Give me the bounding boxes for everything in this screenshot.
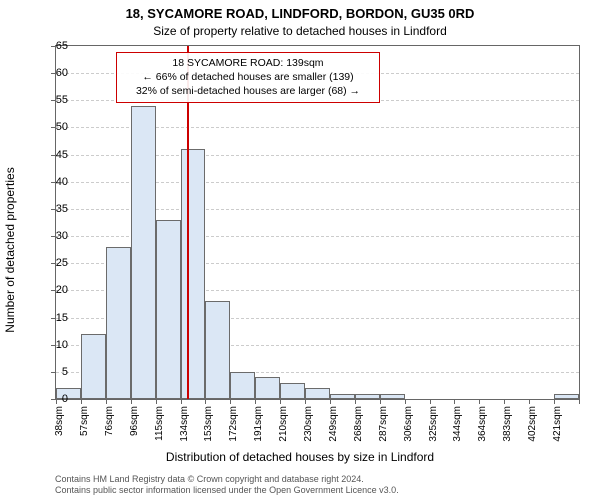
x-tick: [454, 399, 455, 404]
histogram-bar: [554, 394, 579, 399]
y-tick-label: 55: [56, 94, 68, 106]
y-tick-label: 35: [56, 203, 68, 215]
x-tick: [330, 399, 331, 404]
x-tick-label: 421sqm: [552, 406, 563, 456]
chart-title-sub: Size of property relative to detached ho…: [0, 24, 600, 38]
histogram-bar: [380, 394, 405, 399]
annotation-line: ← 66% of detached houses are smaller (13…: [123, 70, 373, 84]
credits-line-1: Contains HM Land Registry data © Crown c…: [55, 474, 399, 485]
credits-line-2: Contains public sector information licen…: [55, 485, 399, 496]
x-tick: [529, 399, 530, 404]
x-tick-label: 325sqm: [428, 406, 439, 456]
histogram-bar: [330, 394, 355, 399]
x-tick-label: 134sqm: [179, 406, 190, 456]
annotation-line: 18 SYCAMORE ROAD: 139sqm: [123, 56, 373, 70]
x-tick: [205, 399, 206, 404]
x-tick: [280, 399, 281, 404]
y-tick-label: 0: [62, 393, 68, 405]
x-tick: [230, 399, 231, 404]
x-tick: [554, 399, 555, 404]
x-tick-label: 364sqm: [477, 406, 488, 456]
x-tick-label: 38sqm: [54, 406, 65, 456]
histogram-bar: [280, 383, 305, 399]
y-tick-label: 50: [56, 121, 68, 133]
x-tick-label: 96sqm: [129, 406, 140, 456]
histogram-bar: [56, 388, 81, 399]
y-tick-label: 60: [56, 67, 68, 79]
histogram-bar: [230, 372, 255, 399]
x-tick-label: 115sqm: [154, 406, 165, 456]
x-tick: [305, 399, 306, 404]
x-tick-label: 210sqm: [278, 406, 289, 456]
histogram-bar: [181, 149, 206, 399]
x-tick-label: 230sqm: [303, 406, 314, 456]
plot-area: 18 SYCAMORE ROAD: 139sqm← 66% of detache…: [55, 45, 580, 400]
y-tick-label: 25: [56, 257, 68, 269]
annotation-box: 18 SYCAMORE ROAD: 139sqm← 66% of detache…: [116, 52, 380, 103]
x-tick: [380, 399, 381, 404]
x-tick: [405, 399, 406, 404]
x-tick: [181, 399, 182, 404]
histogram-bar: [156, 220, 181, 399]
x-tick: [131, 399, 132, 404]
x-tick-label: 172sqm: [228, 406, 239, 456]
y-tick-label: 15: [56, 312, 68, 324]
x-tick-label: 249sqm: [328, 406, 339, 456]
y-tick-label: 30: [56, 230, 68, 242]
histogram-bar: [355, 394, 380, 399]
x-tick: [430, 399, 431, 404]
x-tick: [255, 399, 256, 404]
x-tick: [106, 399, 107, 404]
chart-title-main: 18, SYCAMORE ROAD, LINDFORD, BORDON, GU3…: [0, 6, 600, 21]
histogram-bar: [305, 388, 330, 399]
x-tick-label: 191sqm: [253, 406, 264, 456]
x-tick-label: 344sqm: [452, 406, 463, 456]
y-tick-label: 45: [56, 149, 68, 161]
x-tick-label: 153sqm: [203, 406, 214, 456]
x-tick-label: 57sqm: [79, 406, 90, 456]
histogram-bar: [106, 247, 131, 399]
y-tick-label: 20: [56, 284, 68, 296]
y-tick-label: 5: [62, 366, 68, 378]
y-axis-label: Number of detached properties: [3, 167, 17, 332]
chart-container: 18, SYCAMORE ROAD, LINDFORD, BORDON, GU3…: [0, 0, 600, 500]
x-tick: [579, 399, 580, 404]
x-tick: [156, 399, 157, 404]
x-tick: [81, 399, 82, 404]
x-tick: [479, 399, 480, 404]
x-tick-label: 402sqm: [527, 406, 538, 456]
histogram-bar: [81, 334, 106, 399]
credits-text: Contains HM Land Registry data © Crown c…: [55, 474, 399, 497]
y-tick-label: 40: [56, 176, 68, 188]
x-tick-label: 76sqm: [104, 406, 115, 456]
x-tick-label: 383sqm: [502, 406, 513, 456]
histogram-bar: [205, 301, 230, 399]
x-axis-label: Distribution of detached houses by size …: [0, 450, 600, 464]
annotation-line: 32% of semi-detached houses are larger (…: [123, 84, 373, 98]
histogram-bar: [255, 377, 280, 399]
x-tick-label: 306sqm: [403, 406, 414, 456]
x-tick: [504, 399, 505, 404]
y-tick: [51, 372, 56, 373]
x-tick-label: 287sqm: [378, 406, 389, 456]
histogram-bar: [131, 106, 156, 399]
x-tick: [56, 399, 57, 404]
y-tick-label: 10: [56, 339, 68, 351]
x-tick-label: 268sqm: [353, 406, 364, 456]
x-tick: [355, 399, 356, 404]
y-tick-label: 65: [56, 40, 68, 52]
